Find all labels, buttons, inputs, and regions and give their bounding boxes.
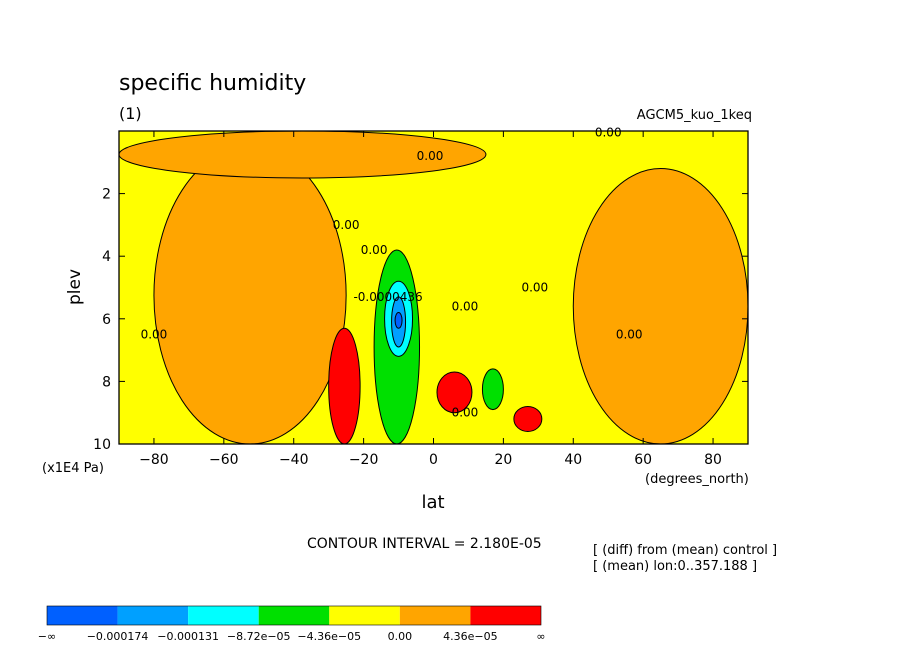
colorbar-label-6: 4.36e−05: [443, 630, 497, 643]
colorbar-swatch-5: [399, 606, 471, 625]
x-tick-label-5: 20: [494, 452, 512, 468]
x-tick-label-0: −80: [139, 452, 169, 468]
contour-label-6: 0.00: [521, 281, 548, 295]
x-tick-label-1: −60: [209, 452, 239, 468]
contour-region-9: [394, 312, 403, 329]
contour-label-7: 0.00: [616, 327, 643, 341]
contour-region-2: [572, 168, 749, 445]
contour-region-3: [328, 327, 361, 445]
contour-regions: [118, 130, 749, 445]
contour-region-0: [153, 146, 347, 445]
contour-label-4: 0.00: [141, 327, 168, 341]
x-tick-label-6: 40: [564, 452, 582, 468]
x-tick-label-2: −40: [279, 452, 309, 468]
colorbar-frame: [46, 605, 542, 626]
note-mean: [ (mean) lon:0..357.188 ]: [593, 559, 757, 574]
chart-subtitle-left: (1): [119, 104, 142, 123]
contour-region-5: [513, 405, 543, 432]
contour-label-5: 0.00: [452, 299, 479, 313]
colorbar-swatch-0: [47, 606, 118, 625]
y-axis-label: plev: [65, 269, 85, 305]
colorbar-swatch-4: [329, 606, 400, 625]
contour-interval: CONTOUR INTERVAL = 2.180E-05: [307, 536, 542, 552]
y-tick-label-0: 2: [102, 187, 111, 203]
colorbar-swatch-1: [117, 606, 189, 625]
x-axis-label: lat: [421, 492, 444, 513]
x-axis: −80 −60 −40 −20 0 20 40 60 80: [139, 131, 722, 468]
colorbar: −∞ −0.000174 −0.000131 −8.72e−05 −4.36e−05 0.…: [38, 605, 546, 643]
colorbar-label-0: −∞: [38, 630, 56, 643]
y-tick-label-1: 4: [102, 249, 111, 265]
colorbar-label-3: −8.72e−05: [227, 630, 291, 643]
contour-labels: 0.000.000.000.000.000.000.000.000.00-0.0…: [141, 126, 643, 420]
colorbar-swatch-3: [258, 606, 330, 625]
chart-subtitle-right: AGCM5_kuo_1keq: [637, 108, 752, 123]
contour-region-4: [436, 371, 473, 414]
contour-label-0: 0.00: [595, 126, 622, 140]
x-tick-label-8: 80: [704, 452, 722, 468]
colorbar-label-1: −0.000174: [87, 630, 149, 643]
y-axis-unit: (x1E4 Pa): [42, 461, 104, 476]
y-tick-label-3: 8: [102, 374, 111, 390]
x-tick-label-3: −20: [349, 452, 379, 468]
colorbar-swatch-6: [470, 606, 541, 625]
colorbar-swatch-2: [188, 606, 259, 625]
x-tick-label-4: 0: [429, 452, 438, 468]
x-tick-label-7: 60: [634, 452, 652, 468]
contour-label-3: 0.00: [361, 243, 388, 257]
contour-label-9: -0.0000436: [353, 290, 422, 304]
contour-label-1: 0.00: [417, 149, 444, 163]
contour-region-10: [481, 368, 504, 411]
y-axis: 2 4 6 8 10: [93, 187, 748, 453]
y-tick-label-2: 6: [102, 312, 111, 328]
y-tick-label-4: 10: [93, 437, 111, 453]
x-axis-unit: (degrees_north): [645, 472, 749, 487]
contour-label-2: 0.00: [333, 218, 360, 232]
colorbar-label-2: −0.000131: [157, 630, 219, 643]
plot-area: 0.000.000.000.000.000.000.000.000.00-0.0…: [118, 126, 749, 445]
contour-label-8: 0.00: [452, 406, 479, 420]
chart-title: specific humidity: [119, 71, 306, 96]
colorbar-label-4: −4.36e−05: [297, 630, 361, 643]
colorbar-label-7: ∞: [536, 630, 545, 643]
colorbar-label-5: 0.00: [388, 630, 413, 643]
note-diff: [ (diff) from (mean) control ]: [593, 543, 777, 558]
